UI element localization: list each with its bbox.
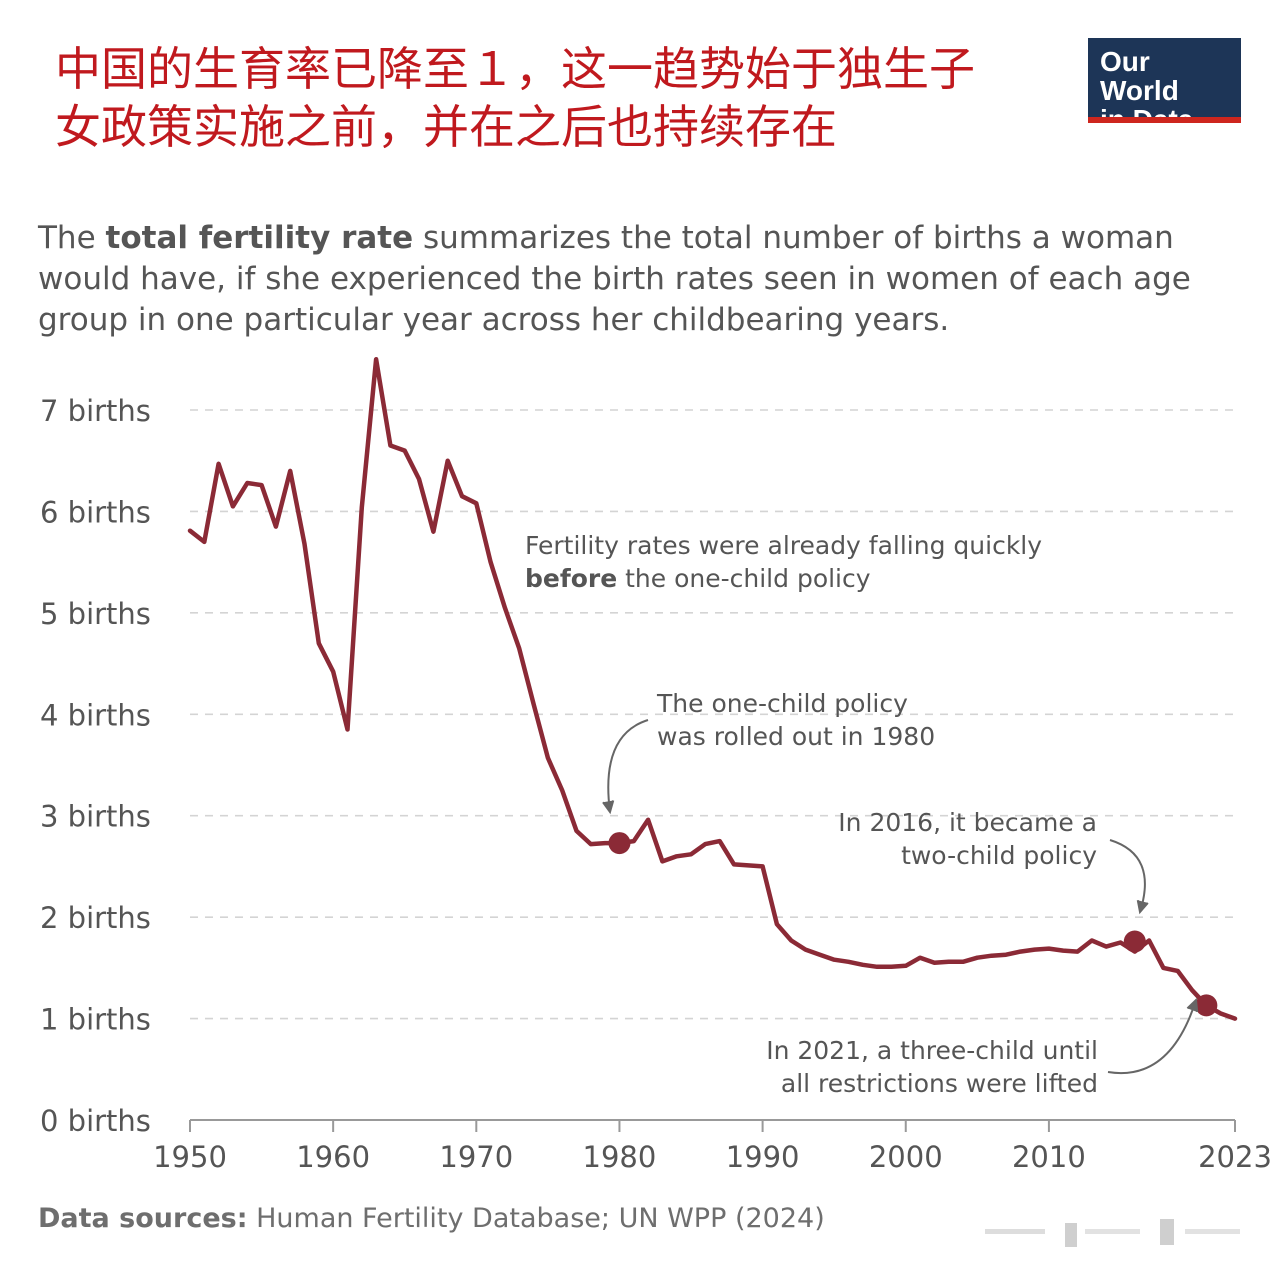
subtitle-rest: summarizes the total number of births a … bbox=[38, 220, 1191, 338]
annotation-text: two-child policy bbox=[901, 841, 1097, 870]
y-tick-label: 3 births bbox=[40, 800, 151, 834]
annotation-text: before the one-child policy bbox=[525, 564, 871, 593]
x-tick-label: 2023 bbox=[1198, 1140, 1272, 1174]
y-tick-label: 0 births bbox=[40, 1104, 151, 1138]
subtitle-prefix: The bbox=[38, 220, 106, 256]
data-source: Data sources: Human Fertility Database; … bbox=[38, 1203, 825, 1234]
watermark-icon bbox=[985, 1219, 1240, 1247]
x-tick-label: 1950 bbox=[153, 1140, 227, 1174]
policy-marker bbox=[1123, 930, 1146, 953]
chart-subtitle: The total fertility rate summarizes the … bbox=[38, 218, 1218, 341]
y-tick-label: 6 births bbox=[40, 495, 151, 529]
annotation-text: The one-child policy bbox=[656, 689, 908, 718]
y-tick-label: 1 births bbox=[40, 1003, 151, 1037]
x-tick-label: 2010 bbox=[1012, 1140, 1086, 1174]
logo-accent-bar bbox=[1088, 117, 1241, 123]
title-line-1: 中国的生育率已降至１，这一趋势始于独生子 bbox=[55, 42, 975, 96]
y-tick-label: 5 births bbox=[40, 597, 151, 631]
annotation-text: was rolled out in 1980 bbox=[657, 722, 935, 751]
x-tick-label: 2000 bbox=[869, 1140, 943, 1174]
arrow-head bbox=[1186, 997, 1199, 1013]
annotation-arrow bbox=[607, 719, 649, 813]
y-tick-label: 4 births bbox=[40, 698, 151, 732]
owid-logo[interactable]: Our World in Data bbox=[1088, 38, 1241, 134]
source-text: Human Fertility Database; UN WPP (2024) bbox=[247, 1203, 825, 1234]
annotation-text: In 2021, a three-child until bbox=[766, 1036, 1098, 1065]
source-label: Data sources: bbox=[38, 1203, 248, 1234]
policy-marker bbox=[608, 832, 631, 855]
y-tick-label: 2 births bbox=[40, 901, 151, 935]
title-line-2: 女政策实施之前，并在之后也持续存在 bbox=[55, 100, 837, 154]
x-tick-label: 1960 bbox=[296, 1140, 370, 1174]
series-line-china bbox=[187, 357, 1238, 1021]
annotation-text: Fertility rates were already falling qui… bbox=[525, 531, 1042, 560]
annotation-text: In 2016, it became a bbox=[838, 808, 1097, 837]
x-tick-label: 1980 bbox=[583, 1140, 657, 1174]
annotation-arrow bbox=[1109, 839, 1146, 913]
y-tick-label: 7 births bbox=[40, 394, 151, 428]
chart-title: 中国的生育率已降至１，这一趋势始于独生子 女政策实施之前，并在之后也持续存在 bbox=[55, 40, 1055, 156]
subtitle-bold: total fertility rate bbox=[105, 220, 414, 256]
x-tick-label: 1970 bbox=[439, 1140, 513, 1174]
arrow-head bbox=[602, 800, 615, 815]
policy-marker bbox=[1195, 994, 1218, 1017]
annotation-text: all restrictions were lifted bbox=[781, 1069, 1098, 1098]
logo-line-1: Our World bbox=[1100, 46, 1179, 106]
x-tick-label: 1990 bbox=[726, 1140, 800, 1174]
arrow-head bbox=[1136, 900, 1149, 915]
annotation-arrow bbox=[1107, 999, 1197, 1075]
